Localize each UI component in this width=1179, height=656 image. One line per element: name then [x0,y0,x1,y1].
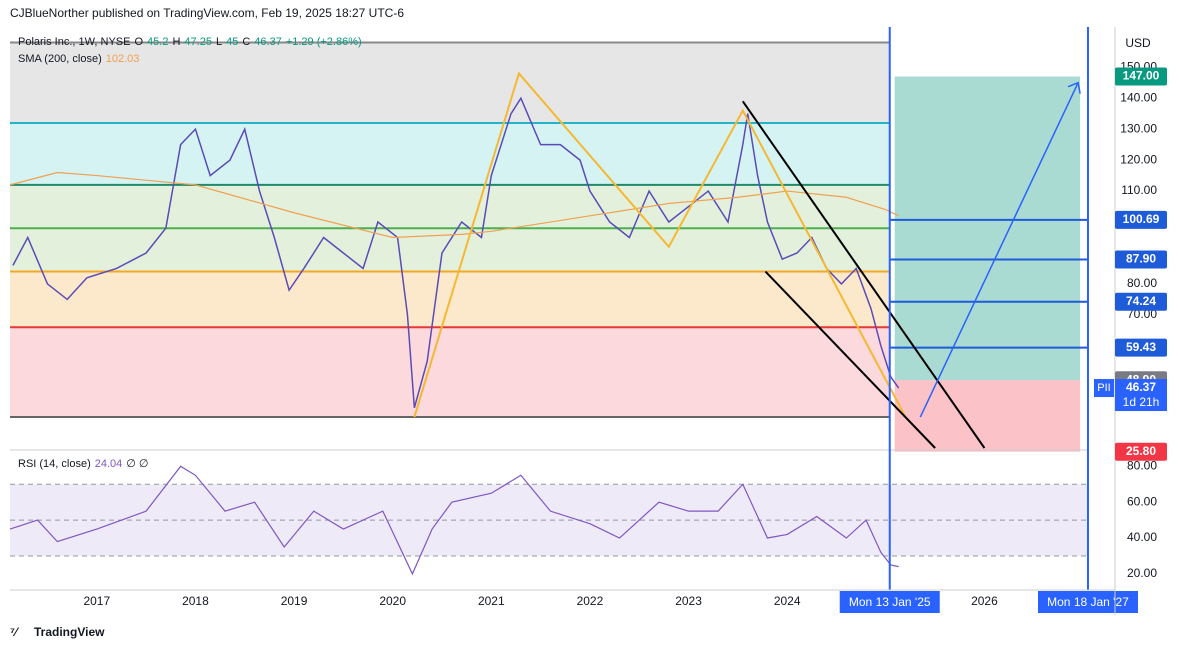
x-tick-label: 2021 [478,594,505,608]
countdown: 1d 21h [1123,395,1160,409]
price-label: 87.90 [1126,252,1156,266]
zone [10,327,890,418]
legend-text: RSI (14, close) [18,458,91,470]
legend-text: 46.37 [254,36,282,48]
last-price-bg [1115,379,1167,412]
price-label: 147.00 [1123,69,1160,83]
time-label: Mon 18 Jan '27 [1047,595,1129,609]
legend-text: C [242,36,250,48]
x-tick-label: 2017 [83,594,110,608]
ticker: PII [1097,382,1110,394]
x-tick-label: 2019 [281,594,308,608]
price-label-bg [1115,338,1167,357]
price-label-bg [1115,210,1167,229]
legend-text: 45 [226,36,238,48]
rsi-bg [10,484,1087,556]
projection-arrow [919,82,1079,418]
x-tick-label: 2026 [971,594,998,608]
time-label: Mon 13 Jan '25 [849,595,931,609]
series-line [12,96,900,408]
x-tick-label: 2024 [774,594,801,608]
y-tick-label: 120.00 [1120,152,1157,166]
price-label-bg [1115,250,1167,269]
legend-text: 102.03 [106,53,140,65]
price-label-bg [1115,442,1167,461]
zone [10,122,890,185]
time-label-bg [839,591,940,613]
x-tick-label: 2023 [675,594,702,608]
legend-text: SMA (200, close) [18,53,102,65]
x-tick-label: 2022 [577,594,604,608]
last-price: 46.37 [1126,380,1156,394]
y-tick-label: 140.00 [1120,90,1157,104]
price-label: 74.24 [1126,294,1156,308]
profit-zone [894,76,1081,381]
y-tick-label: 80.00 [1127,276,1157,290]
y-tick-label: 60.00 [1127,494,1157,508]
series-line [9,171,899,239]
legend-text: +1.29 (+2.86%) [286,36,362,48]
legend-text: 47.25 [184,36,212,48]
channel-line [741,100,986,449]
legend-text: 45.2 [147,36,168,48]
y-tick-label: 80.00 [1127,459,1157,473]
ticker-bg [1094,379,1114,398]
logo: ⁷⁄ [10,625,20,639]
y-tick-label: 20.00 [1127,566,1157,580]
x-tick-label: 2020 [379,594,406,608]
price-label: 25.80 [1126,444,1156,458]
price-label: 59.43 [1126,340,1156,354]
x-tick-label: 2018 [182,594,209,608]
zone [10,42,890,123]
price-label-bg [1115,67,1167,86]
price-label-bg [1115,292,1167,311]
legend-text: O [134,36,143,48]
price-label: 100.69 [1123,212,1160,226]
legend-text: ∅ ∅ [126,458,148,470]
loss-zone [894,380,1081,452]
series-line [9,465,899,576]
footer: TradingView [34,625,105,639]
y-tick-label: 130.00 [1120,121,1157,135]
y-tick-label: 40.00 [1127,530,1157,544]
currency: USD [1125,36,1151,50]
time-label-bg [1037,591,1138,613]
y-tick-label: 110.00 [1121,183,1157,197]
legend-text: 24.04 [95,458,123,470]
legend-text: Polaris Inc., 1W, NYSE [18,36,130,48]
legend-text: L [216,36,222,48]
arrow-head [1067,81,1081,94]
zigzag [413,71,907,418]
channel-line [764,270,936,449]
legend-text: H [172,36,180,48]
publisher: CJBlueNorther published on TradingView.c… [10,6,404,20]
